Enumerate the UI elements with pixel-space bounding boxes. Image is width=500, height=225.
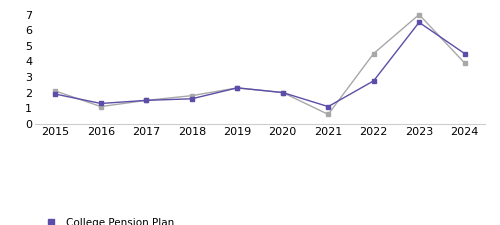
- Legend: College Pension Plan, Other BC public sector pension plans: College Pension Plan, Other BC public se…: [40, 218, 260, 225]
